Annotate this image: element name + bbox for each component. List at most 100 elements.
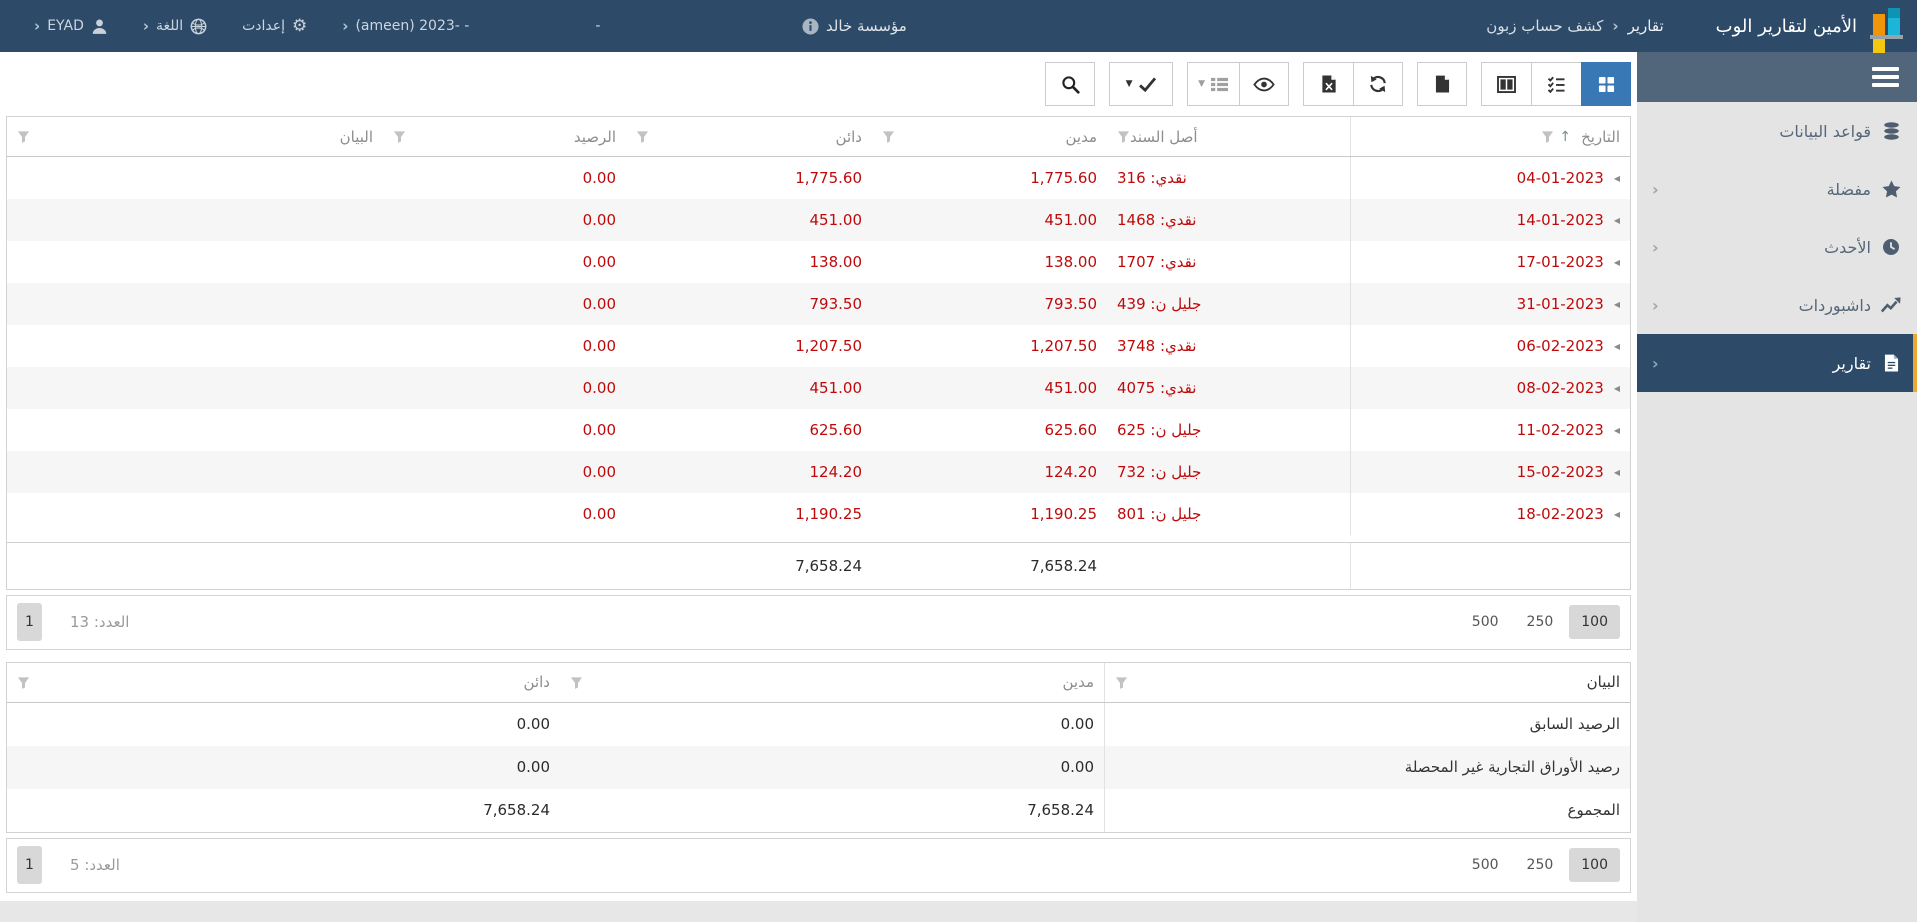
- cell-statement: [7, 409, 383, 451]
- filter-icon[interactable]: [1541, 130, 1554, 143]
- menu-toggle-icon[interactable]: [1872, 63, 1899, 92]
- page-size-250[interactable]: 250: [1515, 848, 1566, 882]
- table-row[interactable]: ◀ 18-02-2023 جليل ن: 801 1,190.25 1,190.2…: [7, 493, 1630, 535]
- filter-icon[interactable]: [393, 130, 406, 143]
- cell-credit: 1,775.60: [795, 169, 862, 187]
- row-expander-icon[interactable]: ◀: [1613, 215, 1620, 225]
- total-debit: 7,658.24: [1030, 557, 1097, 575]
- chevron-left-icon: ‹: [1652, 353, 1659, 373]
- checklist-view-button[interactable]: [1531, 62, 1581, 106]
- sidebar-item-databases[interactable]: قواعد البيانات: [1637, 102, 1917, 160]
- cell-statement: [7, 325, 383, 367]
- row-expander-icon[interactable]: ◀: [1613, 509, 1620, 519]
- user-menu[interactable]: EYAD ‹: [34, 17, 108, 35]
- table-row[interactable]: ◀ 31-01-2023 جليل ن: 439 793.50 793.50 0.…: [7, 283, 1630, 325]
- cell-debit: 7,658.24: [1027, 801, 1094, 820]
- table-row[interactable]: ◀ 04-01-2023 نقدي: 316 1,775.60 1,775.60 …: [7, 157, 1630, 199]
- column-header-statement[interactable]: البيان: [1104, 662, 1630, 702]
- row-expander-icon[interactable]: ◀: [1613, 257, 1620, 267]
- column-label: مدين: [1065, 127, 1097, 146]
- language-label: اللغة: [156, 18, 184, 34]
- cell-credit: 1,207.50: [795, 337, 862, 355]
- sidebar-item-reports[interactable]: تقارير ‹: [1637, 334, 1917, 392]
- grid-view-button[interactable]: [1581, 62, 1631, 106]
- summary-table: البيان مدين دائن الرصيد السابق 0.00 0.00: [6, 661, 1631, 833]
- cell-debit: 124.20: [1044, 463, 1098, 481]
- filter-icon[interactable]: [1115, 676, 1128, 689]
- cell-balance: 0.00: [582, 253, 616, 271]
- filter-icon[interactable]: [17, 676, 30, 689]
- filter-icon[interactable]: [882, 130, 895, 143]
- sidebar-item-favorites[interactable]: مفضلة ‹: [1637, 160, 1917, 218]
- row-expander-icon[interactable]: ◀: [1613, 299, 1620, 309]
- page-number-button[interactable]: 1: [17, 603, 42, 642]
- row-expander-icon[interactable]: ◀: [1613, 467, 1620, 477]
- row-expander-icon[interactable]: ◀: [1613, 341, 1620, 351]
- column-header-credit[interactable]: دائن: [7, 663, 560, 702]
- column-header-balance[interactable]: الرصيد: [383, 117, 626, 156]
- sidebar-item-recent[interactable]: الأحدث ‹: [1637, 218, 1917, 276]
- language-menu[interactable]: اللغة ‹: [143, 17, 207, 35]
- filter-icon[interactable]: [17, 130, 30, 143]
- row-expander-icon[interactable]: ◀: [1613, 173, 1620, 183]
- file-button[interactable]: [1417, 62, 1467, 106]
- checklist-icon: [1547, 76, 1565, 93]
- column-header-date[interactable]: التاريخ ↑: [1350, 117, 1630, 156]
- preview-button[interactable]: [1239, 62, 1289, 106]
- column-header-debit[interactable]: مدين: [872, 117, 1107, 156]
- caret-down-icon: ▼: [1198, 79, 1205, 89]
- table-body: الرصيد السابق 0.00 0.00 رصيد الأوراق الت…: [7, 702, 1630, 832]
- company-menu[interactable]: مؤسسة خالد: [802, 17, 907, 35]
- column-header-debit[interactable]: مدين: [560, 663, 1104, 702]
- column-header-statement[interactable]: البيان: [7, 117, 383, 156]
- filter-icon[interactable]: [636, 130, 649, 143]
- table-row[interactable]: المجموع 7,658.24 7,658.24: [7, 788, 1630, 832]
- page-number-button[interactable]: 1: [17, 846, 42, 885]
- row-expander-icon[interactable]: ◀: [1613, 425, 1620, 435]
- table-row[interactable]: ◀ 08-02-2023 نقدي: 4075 451.00 451.00 0.0…: [7, 367, 1630, 409]
- user-name: EYAD: [47, 18, 84, 34]
- cell-statement: [7, 199, 383, 241]
- table-header-row: البيان مدين دائن: [7, 662, 1630, 703]
- cell-date: 06-02-2023: [1516, 337, 1604, 355]
- cell-balance: 0.00: [582, 421, 616, 439]
- table-row[interactable]: الرصيد السابق 0.00 0.00: [7, 702, 1630, 746]
- cell-credit: 124.20: [809, 463, 863, 481]
- cell-statement: [7, 241, 383, 283]
- search-button[interactable]: [1045, 62, 1096, 106]
- filter-icon[interactable]: [570, 676, 583, 689]
- sort-asc-icon[interactable]: ↑: [1559, 128, 1572, 145]
- database-selector[interactable]: (ameen) 2023- - ‹: [342, 17, 469, 35]
- file-icon: [1435, 75, 1449, 93]
- page-size-250[interactable]: 250: [1515, 605, 1566, 639]
- cell-debit: 1,775.60: [1030, 169, 1097, 187]
- cell-source: نقدي: 1707: [1117, 253, 1197, 271]
- page-size-500[interactable]: 500: [1460, 848, 1511, 882]
- settings-menu[interactable]: ⚙ إعدادت: [242, 16, 307, 36]
- table-row[interactable]: رصيد الأوراق التجارية غير المحصلة 0.00 0…: [7, 745, 1630, 789]
- filter-icon[interactable]: [1117, 130, 1130, 143]
- page-size-100[interactable]: 100: [1569, 605, 1620, 640]
- brand[interactable]: الأمين لتقارير الوب: [1716, 0, 1907, 55]
- table-row[interactable]: ◀ 06-02-2023 نقدي: 3748 1,207.50 1,207.50…: [7, 325, 1630, 367]
- table-row[interactable]: ◀ 15-02-2023 جليل ن: 732 124.20 124.20 0.…: [7, 451, 1630, 493]
- list-dropdown-button[interactable]: ▼: [1187, 62, 1239, 106]
- row-expander-icon[interactable]: ◀: [1613, 383, 1620, 393]
- column-header-source[interactable]: أصل السند: [1107, 117, 1350, 156]
- cell-debit: 451.00: [1044, 379, 1098, 397]
- sidebar-item-dashboards[interactable]: داشبوردات ‹: [1637, 276, 1917, 334]
- cell-credit: 1,190.25: [795, 505, 862, 523]
- excel-export-button[interactable]: [1303, 62, 1353, 106]
- table-row[interactable]: ◀ 17-01-2023 نقدي: 1707 138.00 138.00 0.0…: [7, 241, 1630, 283]
- check-dropdown-button[interactable]: ▼: [1109, 62, 1174, 106]
- refresh-button[interactable]: [1353, 62, 1403, 106]
- sidebar-item-label: قواعد البيانات: [1779, 121, 1871, 141]
- table-row[interactable]: ◀ 11-02-2023 جليل ن: 625 625.60 625.60 0.…: [7, 409, 1630, 451]
- columns-view-button[interactable]: [1481, 62, 1531, 106]
- breadcrumb-section[interactable]: تقارير: [1627, 17, 1664, 35]
- column-header-credit[interactable]: دائن: [626, 117, 872, 156]
- table-row[interactable]: ◀ 14-01-2023 نقدي: 1468 451.00 451.00 0.0…: [7, 199, 1630, 241]
- record-count-label: العدد: 13: [70, 613, 130, 632]
- page-size-500[interactable]: 500: [1460, 605, 1511, 639]
- page-size-100[interactable]: 100: [1569, 848, 1620, 883]
